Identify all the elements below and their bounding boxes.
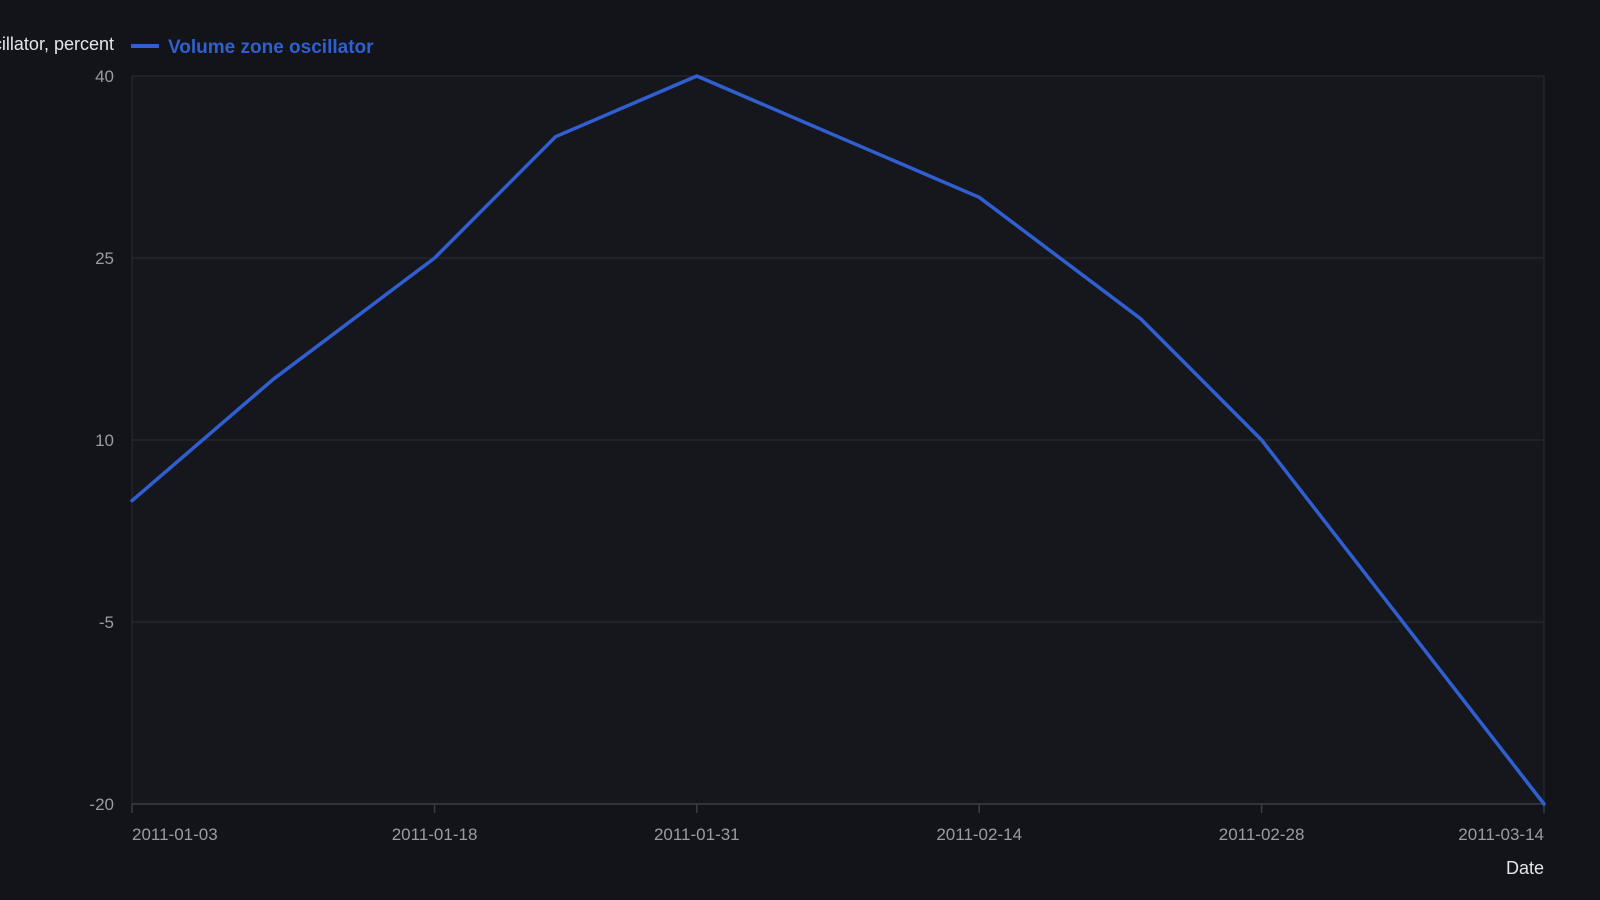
legend: Volume zone oscillator	[131, 37, 374, 58]
y-tick-label: 10	[95, 431, 114, 450]
y-tick-label: 25	[95, 249, 114, 268]
series-layer	[130, 74, 1546, 806]
legend-label: Volume zone oscillator	[168, 37, 374, 58]
y-tick-label: -5	[99, 613, 114, 632]
y-axis-ticks: -20 -5 10 25 40	[89, 67, 114, 814]
y-tick-label: 40	[95, 67, 114, 86]
x-tick-label: 2011-01-18	[392, 825, 478, 844]
x-tick-label: 2011-02-14	[936, 825, 1022, 844]
x-axis-ticks: 2011-01-03 2011-01-18 2011-01-31 2011-02-14…	[131, 804, 1545, 844]
gridlines	[132, 75, 1544, 623]
x-tick-label: 2011-02-28	[1219, 825, 1305, 844]
x-axis-title: Date	[1506, 858, 1544, 878]
x-tick-label: 2011-01-31	[654, 825, 740, 844]
series-line	[130, 74, 1546, 806]
x-tick-label: 2011-03-14	[1458, 825, 1544, 844]
x-tick-label: 2011-01-03	[132, 825, 218, 844]
y-tick-label: -20	[89, 795, 114, 814]
y-axis-title: Volume zone oscillator, percent	[0, 34, 114, 54]
